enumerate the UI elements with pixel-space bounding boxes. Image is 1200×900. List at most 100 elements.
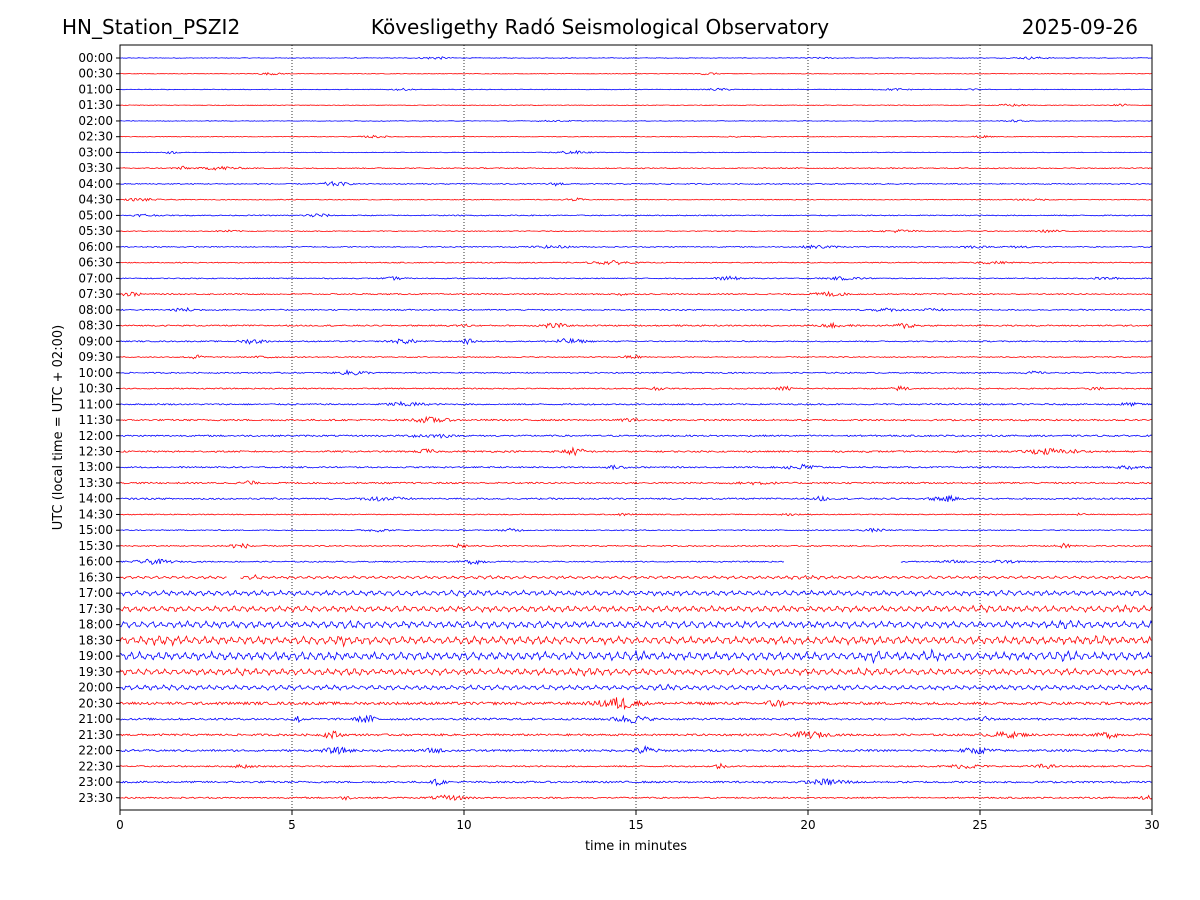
x-axis-label: time in minutes: [585, 839, 687, 854]
trace-08:00: [119, 306, 1153, 313]
trace-05:30: [119, 229, 1153, 234]
y-axis-label: UTC (local time = UTC + 02:00): [51, 325, 66, 530]
trace-02:00: [119, 119, 1153, 123]
trace-08:30: [120, 321, 1153, 330]
trace-17:00: [119, 589, 1153, 598]
trace-11:00: [119, 400, 1153, 408]
trace-14:30: [119, 512, 1153, 517]
trace-22:30: [119, 762, 1153, 770]
y-tick-label: 18:30: [78, 633, 113, 647]
y-tick-label: 02:30: [78, 130, 113, 144]
x-tick-label: 0: [116, 818, 124, 832]
x-tick-label: 5: [288, 818, 296, 832]
trace-01:00: [119, 87, 1153, 92]
trace-15:30: [119, 542, 1152, 549]
trace-18:00: [119, 619, 1153, 630]
trace-04:00: [119, 180, 1153, 187]
y-tick-label: 04:00: [78, 177, 113, 191]
trace-21:30: [119, 730, 1153, 740]
date-title: 2025-09-26: [1021, 15, 1138, 39]
y-tick-label: 07:00: [78, 271, 113, 285]
trace-23:30: [120, 794, 1153, 801]
trace-13:00: [119, 463, 1153, 471]
y-tick-label: 15:30: [78, 539, 113, 553]
grid-lines: [291, 45, 981, 810]
observatory-title: Kövesligethy Radó Seismological Observat…: [370, 15, 830, 39]
y-tick-label: 21:00: [78, 712, 113, 726]
y-tick-label: 04:30: [78, 193, 113, 207]
trace-20:30: [119, 697, 1153, 711]
x-tick-label: 30: [1144, 818, 1159, 832]
trace-23:00: [119, 778, 1153, 787]
y-tick-label: 11:30: [78, 413, 113, 427]
y-tick-label: 08:00: [78, 303, 113, 317]
y-tick-label: 11:00: [78, 397, 113, 411]
x-tick-label: 25: [972, 818, 987, 832]
y-tick-label: 12:30: [78, 445, 113, 459]
trace-06:00: [119, 244, 1153, 250]
y-tick-label: 18:00: [78, 618, 113, 632]
y-tick-label: 19:30: [78, 665, 113, 679]
y-tick-label: 16:00: [78, 555, 113, 569]
y-tick-label: 07:30: [78, 287, 113, 301]
trace-09:00: [119, 337, 1153, 346]
trace-03:00: [119, 149, 1153, 155]
trace-21:00: [119, 714, 1153, 724]
y-tick-label: 08:30: [78, 319, 113, 333]
trace-10:30: [119, 385, 1153, 392]
trace-07:30: [119, 290, 1153, 298]
trace-09:30: [119, 354, 1153, 360]
trace-19:00: [119, 648, 1153, 665]
trace-11:30: [120, 415, 1152, 424]
y-tick-label: 20:30: [78, 696, 113, 710]
x-tick-label: 10: [456, 818, 471, 832]
y-tick-label: 10:30: [78, 382, 113, 396]
trace-03:30: [119, 165, 1152, 171]
y-tick-label: 17:00: [78, 586, 113, 600]
trace-00:00: [119, 56, 1153, 60]
y-tick-label: 12:00: [78, 429, 113, 443]
trace-19:30: [119, 666, 1153, 677]
trace-10:00: [119, 369, 1153, 376]
y-tick-label: 10:00: [78, 366, 113, 380]
trace-05:00: [119, 213, 1153, 218]
y-tick-label: 22:00: [78, 744, 113, 758]
y-tick-label: 21:30: [78, 728, 113, 742]
y-tick-label: 19:00: [78, 649, 113, 663]
x-tick-label: 20: [800, 818, 815, 832]
trace-02:30: [119, 134, 1153, 139]
trace-12:00: [119, 433, 1153, 439]
y-tick-label: 22:30: [78, 759, 113, 773]
y-tick-label: 13:00: [78, 460, 113, 474]
plot-frame: [119, 44, 1153, 811]
y-tick-label: 23:00: [78, 775, 113, 789]
y-tick-label: 03:30: [78, 161, 113, 175]
y-tick-label: 09:00: [78, 334, 113, 348]
trace-00:30: [119, 72, 1152, 76]
y-tick-label: 05:30: [78, 224, 113, 238]
y-tick-label: 06:00: [78, 240, 113, 254]
y-tick-label: 15:00: [78, 523, 113, 537]
trace-06:30: [119, 259, 1153, 266]
y-tick-label: 20:00: [78, 681, 113, 695]
trace-12:30: [119, 446, 1153, 457]
trace-16:00: [119, 558, 1153, 566]
y-tick-label: 01:30: [78, 98, 113, 112]
y-tick-label: 06:30: [78, 256, 113, 270]
y-tick-label: 14:00: [78, 492, 113, 506]
trace-07:00: [119, 275, 1153, 281]
y-tick-label: 16:30: [78, 570, 113, 584]
station-title: HN_Station_PSZI2: [62, 15, 241, 39]
trace-17:30: [119, 604, 1153, 614]
trace-20:00: [119, 683, 1153, 692]
y-tick-label: 05:00: [78, 208, 113, 222]
x-ticks: 0 5 10 15 20 25 30: [116, 810, 1160, 832]
y-tick-label: 00:30: [78, 67, 113, 81]
trace-13:30: [119, 480, 1153, 486]
y-tick-label: 01:00: [78, 82, 113, 96]
x-tick-label: 15: [628, 818, 643, 832]
y-tick-label: 17:30: [78, 602, 113, 616]
trace-18:30: [119, 634, 1152, 648]
